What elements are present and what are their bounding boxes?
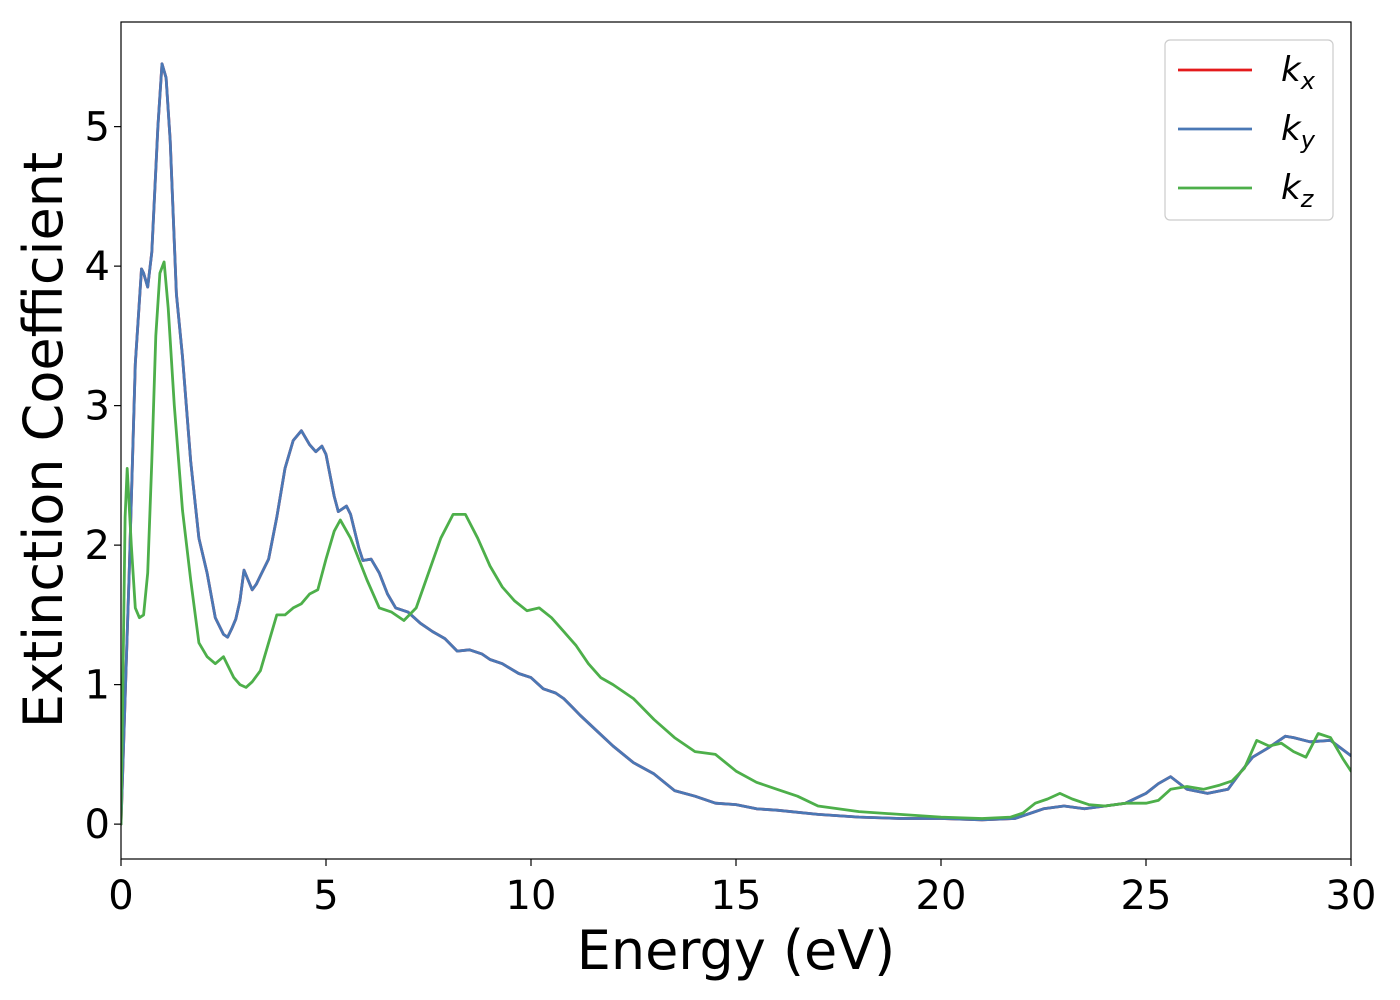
y-tick-label: 0: [85, 802, 110, 848]
x-tick-label: 5: [313, 873, 338, 919]
series-line-ky: [121, 62, 1351, 826]
axis-ticks: 0 5 10 15 20 25 30 0 1 2 3 4 5: [85, 105, 1377, 919]
series-lines: [121, 62, 1351, 826]
x-tick-label: 30: [1326, 873, 1377, 919]
plot-frame: [120, 21, 1352, 860]
y-tick-label: 4: [85, 244, 110, 290]
y-axis-label: Extinction Coefficient: [12, 152, 75, 728]
plot-area: [121, 22, 1351, 859]
x-axis-label: Energy (eV): [577, 919, 896, 982]
x-tick-label: 15: [711, 873, 762, 919]
legend-label-ky: ky: [1281, 109, 1316, 154]
y-tick-label: 3: [85, 384, 110, 430]
y-tick-label: 1: [85, 663, 110, 709]
x-tick-label: 20: [916, 873, 967, 919]
x-tick-label: 0: [108, 873, 133, 919]
y-tick-label: 2: [85, 523, 110, 569]
series-line-kz: [121, 260, 1351, 826]
x-tick-label: 25: [1121, 873, 1172, 919]
y-tick-label: 5: [85, 105, 110, 151]
x-tick-label: 10: [506, 873, 557, 919]
